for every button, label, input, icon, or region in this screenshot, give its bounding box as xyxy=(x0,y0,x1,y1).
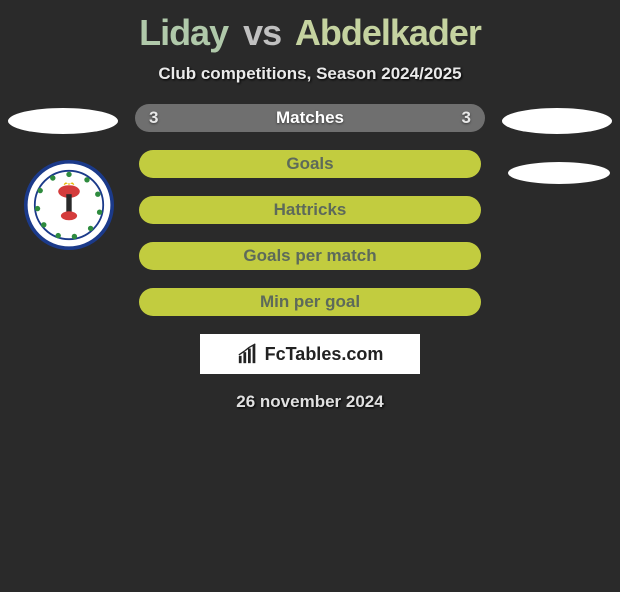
stat-label: Goals xyxy=(286,154,333,174)
stat-bar-min-per-goal: Min per goal xyxy=(139,288,481,316)
vs-text: vs xyxy=(243,12,281,53)
comparison-title: Liday vs Abdelkader xyxy=(0,12,620,54)
stat-bar-goals: Goals xyxy=(139,150,481,178)
player2-club-placeholder xyxy=(508,162,610,184)
stat-label: Matches xyxy=(276,108,344,128)
stat-bar-matches: 3 Matches 3 xyxy=(135,104,485,132)
date: 26 november 2024 xyxy=(10,392,610,412)
stat-bar-goals-per-match: Goals per match xyxy=(139,242,481,270)
comparison-content: 3 Matches 3 Goals Hattricks Goals per ma… xyxy=(0,104,620,412)
stat-label: Min per goal xyxy=(260,292,360,312)
subtitle: Club competitions, Season 2024/2025 xyxy=(0,64,620,84)
stat-bar-hattricks: Hattricks xyxy=(139,196,481,224)
player2-photo-placeholder xyxy=(502,108,612,134)
stat-label: Hattricks xyxy=(274,200,347,220)
stat-left-value: 3 xyxy=(149,108,158,128)
stat-right-value: 3 xyxy=(462,108,471,128)
stat-bars: 3 Matches 3 Goals Hattricks Goals per ma… xyxy=(135,104,485,316)
stat-label: Goals per match xyxy=(243,246,376,266)
watermark-text: FcTables.com xyxy=(265,344,384,365)
player2-name: Abdelkader xyxy=(295,12,481,53)
club-badge-icon xyxy=(24,160,114,250)
watermark: FcTables.com xyxy=(200,334,420,374)
chart-icon xyxy=(237,343,259,365)
player1-club-badge xyxy=(24,160,114,250)
player1-photo-placeholder xyxy=(8,108,118,134)
player1-name: Liday xyxy=(139,12,228,53)
